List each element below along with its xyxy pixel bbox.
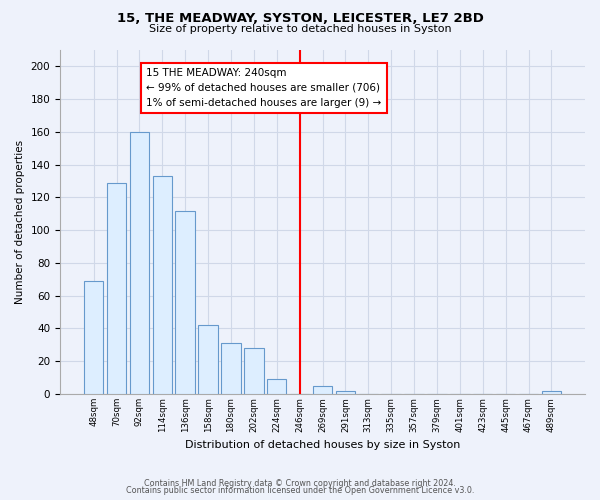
Text: Contains public sector information licensed under the Open Government Licence v3: Contains public sector information licen… [126, 486, 474, 495]
X-axis label: Distribution of detached houses by size in Syston: Distribution of detached houses by size … [185, 440, 460, 450]
Bar [107, 182, 126, 394]
Bar [175, 210, 195, 394]
Bar [244, 348, 263, 394]
Bar [267, 380, 286, 394]
Text: 15, THE MEADWAY, SYSTON, LEICESTER, LE7 2BD: 15, THE MEADWAY, SYSTON, LEICESTER, LE7 … [116, 12, 484, 26]
Y-axis label: Number of detached properties: Number of detached properties [15, 140, 25, 304]
Bar [313, 386, 332, 394]
Bar [542, 390, 561, 394]
Bar [84, 281, 103, 394]
Text: Size of property relative to detached houses in Syston: Size of property relative to detached ho… [149, 24, 451, 34]
Bar [335, 390, 355, 394]
Text: 15 THE MEADWAY: 240sqm
← 99% of detached houses are smaller (706)
1% of semi-det: 15 THE MEADWAY: 240sqm ← 99% of detached… [146, 68, 382, 108]
Bar [199, 325, 218, 394]
Bar [221, 343, 241, 394]
Bar [130, 132, 149, 394]
Bar [152, 176, 172, 394]
Text: Contains HM Land Registry data © Crown copyright and database right 2024.: Contains HM Land Registry data © Crown c… [144, 478, 456, 488]
